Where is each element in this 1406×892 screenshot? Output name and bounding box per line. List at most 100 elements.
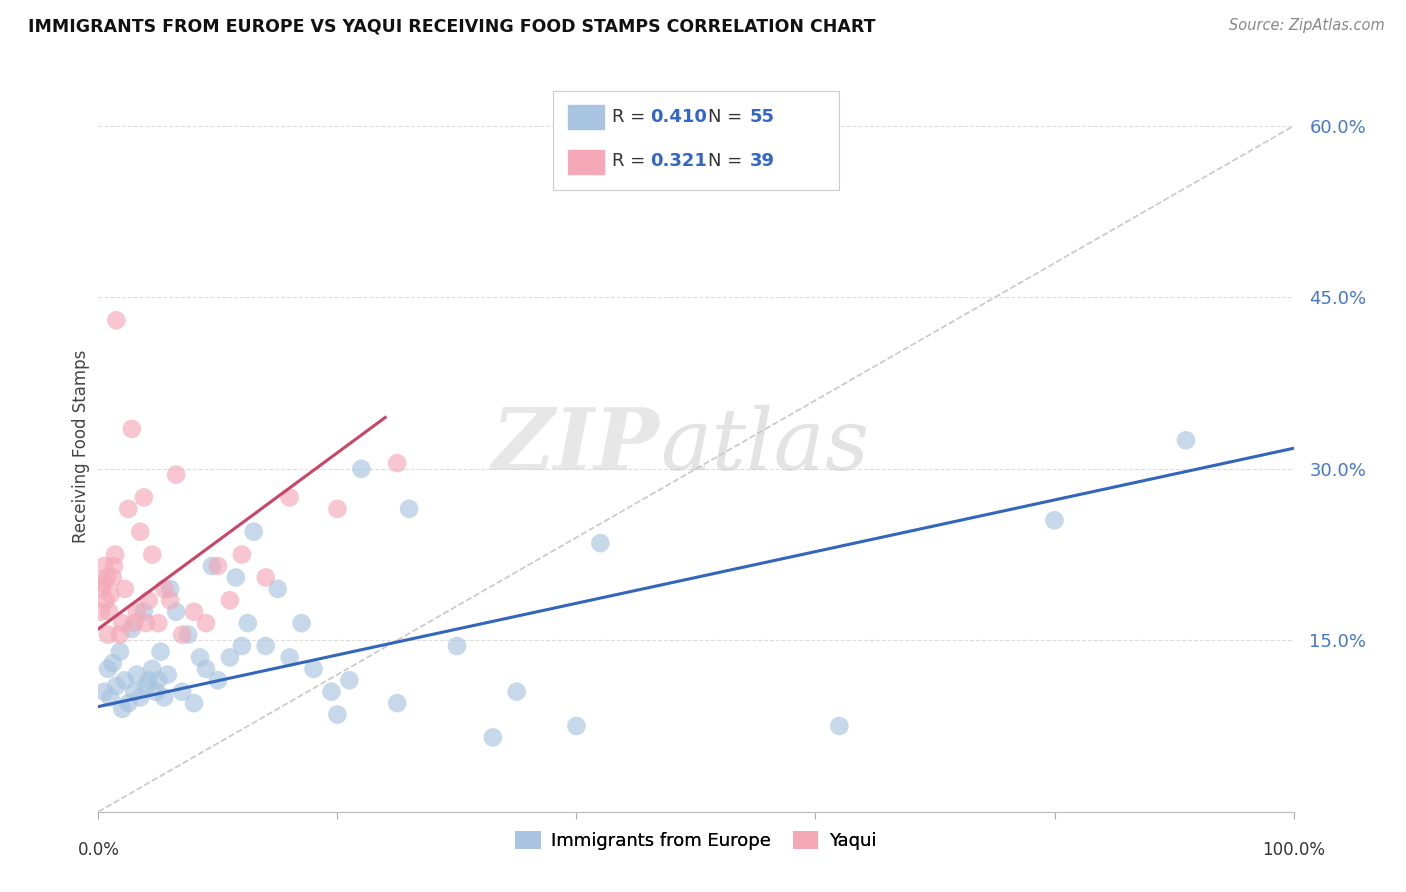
Point (183, 605, 205, 619)
Point (138, 593, 160, 607)
Point (828, 719, 851, 733)
Point (278, 650, 301, 665)
Point (91, 576, 114, 591)
Point (153, 690, 176, 705)
Text: IMMIGRANTS FROM EUROPE VS YAQUI RECEIVING FOOD STAMPS CORRELATION CHART: IMMIGRANTS FROM EUROPE VS YAQUI RECEIVIN… (28, 18, 876, 36)
Y-axis label: Receiving Food Stamps: Receiving Food Stamps (72, 350, 90, 542)
Point (145, 684, 167, 698)
Point (165, 605, 187, 619)
Text: 0.410: 0.410 (651, 108, 707, 126)
Point (97, 662, 120, 676)
FancyBboxPatch shape (553, 91, 839, 190)
Point (231, 639, 253, 653)
Point (506, 684, 529, 698)
Point (93, 559, 115, 574)
Point (254, 570, 277, 584)
Point (446, 639, 468, 653)
Text: R =: R = (613, 108, 651, 126)
Point (121, 622, 143, 636)
Point (117, 696, 139, 710)
Text: Source: ZipAtlas.com: Source: ZipAtlas.com (1229, 18, 1385, 33)
Point (98, 690, 122, 705)
Point (101, 570, 124, 584)
Point (589, 536, 612, 550)
Point (207, 673, 229, 688)
Point (236, 616, 259, 631)
Point (108, 645, 131, 659)
Point (121, 422, 143, 436)
Text: 0.321: 0.321 (651, 153, 707, 170)
Point (156, 667, 179, 681)
Point (1043, 513, 1066, 527)
Point (141, 548, 163, 562)
Point (148, 616, 170, 631)
Text: N =: N = (709, 108, 748, 126)
Point (219, 650, 242, 665)
Point (254, 639, 277, 653)
Point (153, 582, 176, 596)
Point (90, 605, 112, 619)
Point (98, 588, 122, 602)
Point (103, 559, 125, 574)
Point (98, 605, 121, 619)
Point (350, 462, 373, 476)
Point (398, 501, 420, 516)
Point (1175, 434, 1198, 448)
Point (225, 570, 247, 584)
Point (101, 656, 124, 670)
Point (124, 616, 146, 631)
Point (124, 684, 146, 698)
Point (135, 616, 157, 631)
Point (201, 559, 224, 574)
Text: ZIP: ZIP (492, 404, 661, 488)
Point (114, 673, 136, 688)
Point (302, 662, 325, 676)
Point (97, 627, 120, 641)
Point (91, 582, 114, 596)
Point (188, 650, 211, 665)
Text: 100.0%: 100.0% (1263, 841, 1324, 859)
Point (135, 679, 157, 693)
Point (291, 616, 314, 631)
Point (481, 731, 505, 745)
Point (326, 501, 349, 516)
Point (385, 456, 409, 470)
Text: 0.0%: 0.0% (77, 841, 120, 859)
Text: N =: N = (709, 153, 748, 170)
Point (385, 696, 409, 710)
Text: 55: 55 (749, 108, 775, 126)
Point (149, 645, 172, 659)
Point (104, 548, 127, 562)
Point (172, 684, 194, 698)
Point (138, 673, 160, 688)
Point (177, 627, 200, 641)
Point (321, 684, 343, 698)
Point (96, 570, 118, 584)
Point (132, 605, 155, 619)
Point (267, 582, 290, 596)
Point (195, 616, 218, 631)
Point (172, 627, 194, 641)
Text: 39: 39 (749, 153, 775, 170)
Point (231, 548, 253, 562)
Point (125, 667, 148, 681)
Point (326, 707, 349, 722)
Point (565, 719, 588, 733)
Point (105, 679, 128, 693)
Point (207, 559, 229, 574)
Point (339, 673, 361, 688)
Bar (568, 105, 605, 129)
Point (219, 593, 242, 607)
Point (243, 524, 266, 539)
Point (132, 491, 155, 505)
Point (108, 627, 131, 641)
Point (278, 491, 301, 505)
Point (117, 501, 139, 516)
Point (141, 662, 163, 676)
Legend: Immigrants from Europe, Yaqui: Immigrants from Europe, Yaqui (508, 823, 884, 857)
Point (148, 673, 170, 688)
Point (159, 582, 181, 596)
Point (125, 605, 148, 619)
Point (195, 662, 218, 676)
Point (111, 702, 134, 716)
